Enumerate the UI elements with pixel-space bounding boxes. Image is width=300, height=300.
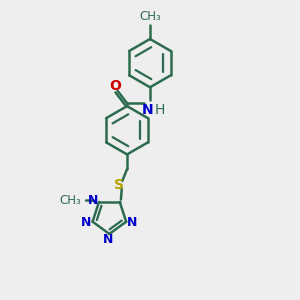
Text: N: N [88, 194, 98, 207]
Text: N: N [142, 103, 154, 117]
Text: N: N [103, 233, 113, 246]
Text: O: O [109, 79, 121, 92]
Text: CH₃: CH₃ [139, 11, 161, 23]
Text: H: H [155, 103, 166, 117]
Text: N: N [127, 216, 137, 230]
Text: CH₃: CH₃ [60, 194, 81, 207]
Text: S: S [114, 178, 124, 192]
Text: N: N [81, 216, 91, 230]
